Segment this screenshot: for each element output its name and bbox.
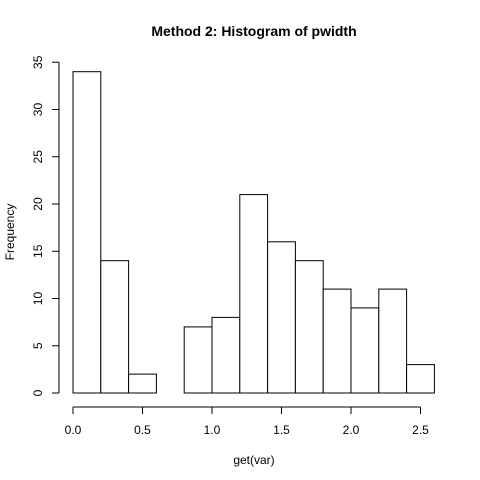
x-axis-label: get(var) (233, 453, 274, 467)
histogram-bar (183, 326, 213, 394)
histogram-bar (239, 194, 269, 394)
x-tick-label: 0.0 (65, 423, 82, 437)
x-tick-label: 2.5 (412, 423, 429, 437)
bars-group (72, 71, 435, 394)
chart-title: Method 2: Histogram of pwidth (151, 23, 356, 39)
histogram-bar (294, 260, 324, 394)
y-axis: 0 5 10 15 20 25 30 35 (31, 55, 60, 396)
y-tick-label: 25 (31, 150, 45, 164)
y-axis-label: Frequency (3, 204, 17, 261)
histogram-bar (267, 241, 296, 394)
x-tick-label: 1.5 (273, 423, 290, 437)
x-axis: 0.0 0.5 1.0 1.5 2.0 2.5 (65, 406, 429, 437)
histogram-bar (406, 364, 435, 394)
histogram-bar (322, 288, 352, 394)
x-tick-label: 0.5 (134, 423, 151, 437)
histogram-bar (72, 71, 102, 394)
y-tick-label: 30 (31, 103, 45, 117)
x-tick-label: 2.0 (343, 423, 360, 437)
histogram-bar (128, 373, 157, 394)
y-tick-label: 15 (31, 244, 45, 258)
histogram-bar (378, 288, 408, 394)
x-tick-label: 1.0 (204, 423, 221, 437)
histogram-bar (211, 316, 241, 394)
y-tick-label: 0 (31, 389, 45, 396)
y-tick-label: 35 (31, 55, 45, 69)
histogram-bar (100, 260, 130, 394)
y-tick-label: 5 (31, 342, 45, 349)
histogram-bar (350, 307, 380, 394)
y-tick-label: 10 (31, 292, 45, 306)
y-tick-label: 20 (31, 197, 45, 211)
